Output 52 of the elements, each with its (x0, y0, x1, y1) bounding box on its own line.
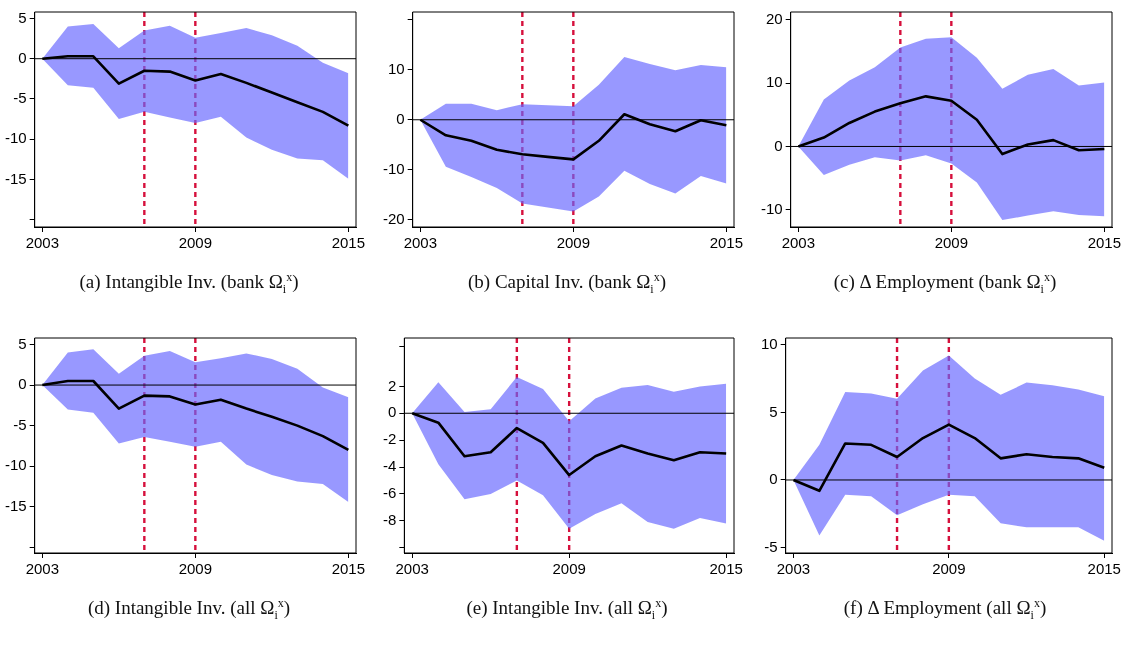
x-tick-label: 2003 (25, 234, 60, 252)
x-tick-label: 2015 (709, 560, 743, 578)
x-tick-label: 2015 (331, 560, 366, 578)
y-tick-label: -8 (382, 510, 397, 528)
x-tick-label: 2015 (331, 234, 366, 252)
y-tick-label: -15 (4, 496, 27, 514)
x-tick-label: 2003 (776, 560, 811, 578)
x-tick-label: 2003 (395, 560, 429, 578)
y-tick-label: 0 (18, 48, 27, 66)
y-tick-label: -20 (382, 210, 405, 228)
x-tick-label: 2015 (709, 234, 744, 252)
x-tick-label: 2009 (178, 234, 213, 252)
text: (a) Intangible Inv. (bank Ω$_{i}$$^{x}$) (78, 270, 300, 298)
x-tick-label: 2003 (781, 234, 816, 252)
y-tick-label: -5 (13, 415, 27, 433)
y-tick-label: 10 (387, 59, 405, 77)
y-tick-label: 2 (387, 376, 397, 394)
y-tick-label: 20 (765, 9, 783, 27)
text: (f) Δ Employment (all Ω$_{i}$$^{x}$) (842, 596, 1048, 624)
x-tick-label: 2003 (403, 234, 438, 252)
y-tick-label: 10 (761, 334, 778, 352)
x-tick-label: 2015 (1087, 234, 1122, 252)
y-tick-label: -6 (382, 484, 397, 502)
y-tick-label: -10 (382, 160, 405, 178)
y-tick-label: -5 (13, 89, 27, 107)
x-tick-label: 2009 (932, 560, 966, 578)
text: (d) Intangible Inv. (all Ω$_{i}$$^{x}$) (86, 596, 292, 624)
y-tick-label: -10 (4, 456, 27, 474)
y-tick-label: 0 (18, 375, 27, 393)
y-tick-label: -4 (382, 457, 397, 475)
y-tick-label: 0 (774, 136, 783, 154)
x-tick-label: 2003 (25, 560, 60, 578)
x-tick-label: 2009 (934, 234, 969, 252)
y-tick-label: -5 (764, 537, 778, 555)
y-tick-label: -2 (382, 430, 397, 448)
y-tick-label: 5 (18, 8, 27, 26)
text: (b) Capital Inv. (bank Ω$_{i}$$^{x}$) (467, 270, 667, 298)
x-tick-label: 2009 (178, 560, 213, 578)
y-tick-label: -15 (4, 169, 27, 187)
text: (e) Intangible Inv. (all Ω$_{i}$$^{x}$) (465, 596, 669, 624)
x-tick-label: 2015 (1087, 560, 1121, 578)
y-tick-label: 0 (769, 470, 778, 488)
text: (c) Δ Employment (bank Ω$_{i}$$^{x}$) (832, 270, 1058, 298)
y-tick-label: 10 (765, 73, 783, 91)
y-tick-label: 0 (396, 109, 405, 127)
y-tick-label: 0 (387, 403, 397, 421)
x-tick-label: 2009 (552, 560, 586, 578)
x-tick-label: 2009 (556, 234, 591, 252)
y-tick-label: 5 (18, 334, 27, 352)
y-tick-label: -10 (4, 129, 27, 147)
y-tick-label: -10 (760, 200, 783, 218)
y-tick-label: 5 (769, 402, 778, 420)
